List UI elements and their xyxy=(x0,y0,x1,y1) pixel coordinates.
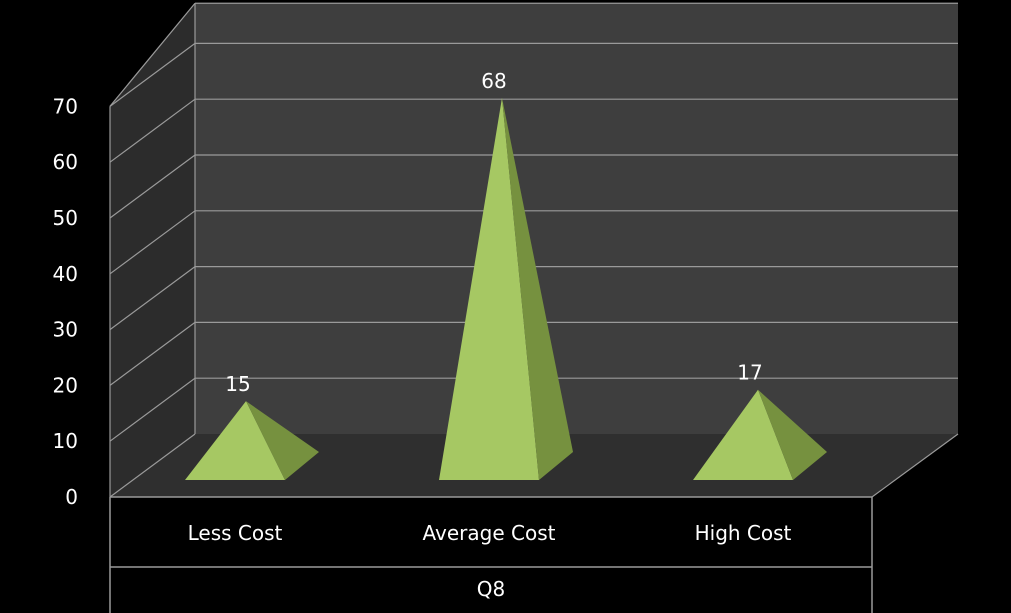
gridline-side xyxy=(109,42,196,107)
pyramid-bar-front xyxy=(693,389,793,480)
category-label: Average Cost xyxy=(423,521,556,545)
y-tick-label: 70 xyxy=(53,94,78,118)
gridline-side xyxy=(109,210,196,275)
back-wall xyxy=(195,3,958,435)
y-tick-label: 40 xyxy=(53,262,78,286)
gridline-side xyxy=(109,98,196,163)
gridline-side xyxy=(109,433,196,498)
pyramid-bar-front xyxy=(439,97,539,481)
gridline-side xyxy=(109,321,196,386)
y-tick-label: 50 xyxy=(53,206,78,230)
y-tick-label: 0 xyxy=(65,485,78,509)
pyramid-bar-side xyxy=(246,401,319,480)
data-label: 17 xyxy=(737,361,762,385)
side-wall-top-edge xyxy=(109,2,196,107)
data-label: 68 xyxy=(481,69,506,93)
gridlines xyxy=(109,2,959,498)
y-tick-label: 20 xyxy=(53,373,78,397)
pyramid-bar-front xyxy=(185,401,285,480)
pyramid-bar-side xyxy=(758,389,827,480)
category-label: Less Cost xyxy=(188,521,283,545)
y-tick-label: 60 xyxy=(53,150,78,174)
data-labels: 15 68 17 xyxy=(225,69,762,396)
y-axis-ticks: 0 10 20 30 40 50 60 70 xyxy=(53,94,78,509)
category-axis-table xyxy=(109,496,873,613)
y-tick-label: 30 xyxy=(53,318,78,342)
gridline-side xyxy=(109,377,196,442)
side-wall xyxy=(110,3,195,498)
bars xyxy=(185,97,827,481)
y-tick-label: 10 xyxy=(53,429,78,453)
category-label: High Cost xyxy=(695,521,792,545)
pyramid-bar-side xyxy=(502,97,573,481)
gridline-side xyxy=(109,154,196,219)
category-labels: Less Cost Average Cost High Cost xyxy=(188,521,792,545)
floor-right-edge xyxy=(871,433,959,498)
data-label: 15 xyxy=(225,372,250,396)
gridline-side xyxy=(109,266,196,331)
group-label: Q8 xyxy=(477,577,505,601)
